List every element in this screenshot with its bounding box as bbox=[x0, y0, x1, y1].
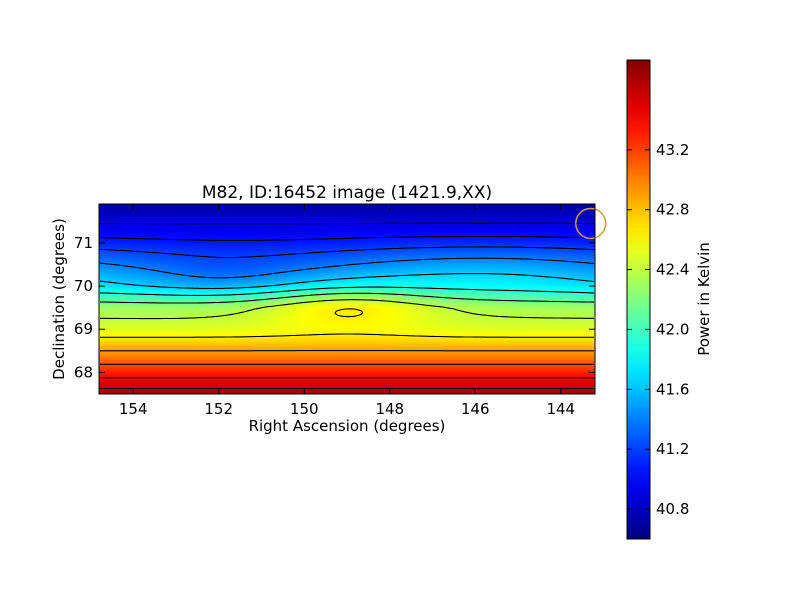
contour-line-1 bbox=[100, 235, 595, 242]
contour-line-7 bbox=[100, 299, 594, 320]
x-tick-label: 146 bbox=[461, 400, 490, 418]
x-tick-label: 148 bbox=[375, 400, 404, 418]
colorbar-tick-label: 40.8 bbox=[656, 500, 689, 518]
y-tick-label: 68 bbox=[74, 363, 93, 381]
y-tick-label: 69 bbox=[74, 320, 93, 338]
heatmap-plot-area: 154 152 150 148 146 144 68 69 70 71 bbox=[74, 203, 607, 418]
contour-line-4 bbox=[99, 272, 595, 290]
colorbar: 40.8 41.2 41.6 42.0 42.4 42.8 43.2 bbox=[626, 59, 689, 540]
contour-line-2 bbox=[100, 246, 595, 259]
colorbar-gradient bbox=[626, 59, 651, 540]
contour-line-8 bbox=[100, 308, 594, 338]
contour-line-0 bbox=[100, 222, 594, 225]
x-tick-label: 152 bbox=[204, 400, 233, 418]
heatmap-image bbox=[99, 204, 595, 394]
contour-line-3 bbox=[99, 257, 595, 279]
colorbar-tick-label: 41.2 bbox=[656, 440, 689, 458]
chart-title: M82, ID:16452 image (1421.9,XX) bbox=[202, 183, 492, 203]
x-tick-label: 150 bbox=[290, 400, 319, 418]
colorbar-tick-label: 42.4 bbox=[656, 261, 689, 279]
x-tick-label: 144 bbox=[546, 400, 575, 418]
plot-frame bbox=[98, 203, 596, 395]
y-tick-label: 71 bbox=[74, 234, 93, 252]
contour-lines bbox=[99, 222, 595, 390]
x-tick-label: 154 bbox=[119, 400, 148, 418]
beam-marker bbox=[575, 207, 607, 240]
colorbar-tick-label: 43.2 bbox=[656, 141, 689, 159]
colorbar-ticks: 40.8 41.2 41.6 42.0 42.4 42.8 43.2 bbox=[627, 141, 689, 518]
contour-line-5 bbox=[99, 286, 594, 296]
colorbar-tick-label: 42.0 bbox=[656, 320, 689, 338]
x-axis-ticks: 154 152 150 148 146 144 bbox=[119, 204, 575, 418]
colorbar-tick-label: 41.6 bbox=[656, 380, 689, 398]
y-axis-ticks: 68 69 70 71 bbox=[74, 234, 595, 381]
colorbar-tick-label: 42.8 bbox=[656, 201, 689, 219]
contour-line-6 bbox=[100, 292, 594, 304]
y-axis-label: Declination (degrees) bbox=[50, 218, 68, 380]
x-axis-label: Right Ascension (degrees) bbox=[249, 417, 446, 435]
colorbar-label: Power in Kelvin bbox=[695, 242, 713, 356]
y-tick-label: 70 bbox=[74, 277, 93, 295]
